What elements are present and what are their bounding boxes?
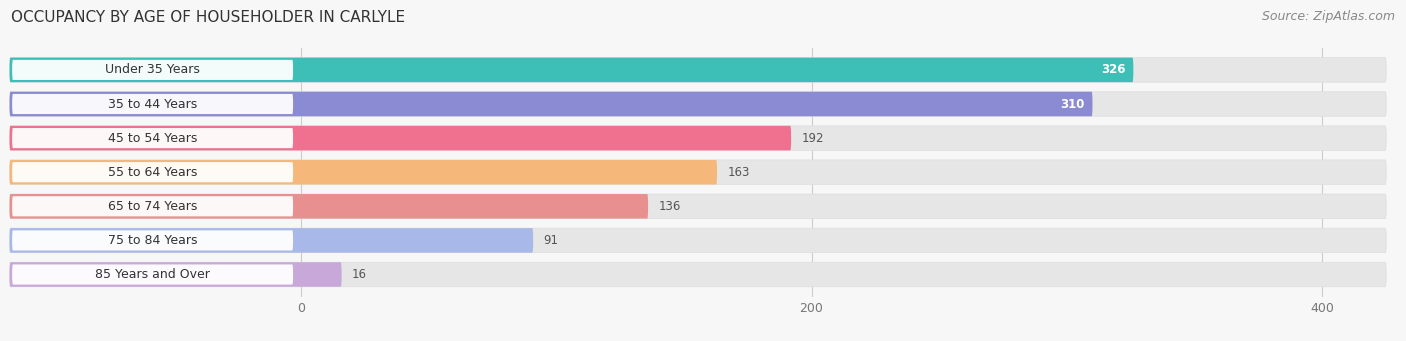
FancyBboxPatch shape [10, 194, 1386, 219]
Text: 192: 192 [801, 132, 824, 145]
FancyBboxPatch shape [10, 160, 717, 184]
Text: 310: 310 [1060, 98, 1085, 110]
Text: Under 35 Years: Under 35 Years [105, 63, 200, 76]
FancyBboxPatch shape [10, 92, 1092, 116]
FancyBboxPatch shape [13, 128, 292, 148]
Text: 45 to 54 Years: 45 to 54 Years [108, 132, 197, 145]
FancyBboxPatch shape [13, 162, 292, 182]
Text: 163: 163 [727, 166, 749, 179]
FancyBboxPatch shape [10, 228, 1386, 253]
FancyBboxPatch shape [10, 126, 792, 150]
Text: 75 to 84 Years: 75 to 84 Years [108, 234, 197, 247]
Text: 85 Years and Over: 85 Years and Over [96, 268, 209, 281]
Text: OCCUPANCY BY AGE OF HOUSEHOLDER IN CARLYLE: OCCUPANCY BY AGE OF HOUSEHOLDER IN CARLY… [11, 10, 405, 25]
FancyBboxPatch shape [13, 94, 292, 114]
FancyBboxPatch shape [10, 92, 1386, 116]
Text: 55 to 64 Years: 55 to 64 Years [108, 166, 197, 179]
FancyBboxPatch shape [10, 58, 1386, 82]
Text: 91: 91 [543, 234, 558, 247]
Text: 35 to 44 Years: 35 to 44 Years [108, 98, 197, 110]
FancyBboxPatch shape [10, 58, 1133, 82]
FancyBboxPatch shape [10, 262, 342, 287]
FancyBboxPatch shape [13, 60, 292, 80]
FancyBboxPatch shape [10, 262, 1386, 287]
FancyBboxPatch shape [10, 194, 648, 219]
FancyBboxPatch shape [10, 126, 1386, 150]
Text: 326: 326 [1101, 63, 1126, 76]
FancyBboxPatch shape [10, 228, 533, 253]
FancyBboxPatch shape [13, 264, 292, 285]
FancyBboxPatch shape [13, 230, 292, 251]
Text: 136: 136 [658, 200, 681, 213]
FancyBboxPatch shape [13, 196, 292, 217]
Text: 16: 16 [352, 268, 367, 281]
FancyBboxPatch shape [10, 160, 1386, 184]
Text: Source: ZipAtlas.com: Source: ZipAtlas.com [1261, 10, 1395, 23]
Text: 65 to 74 Years: 65 to 74 Years [108, 200, 197, 213]
